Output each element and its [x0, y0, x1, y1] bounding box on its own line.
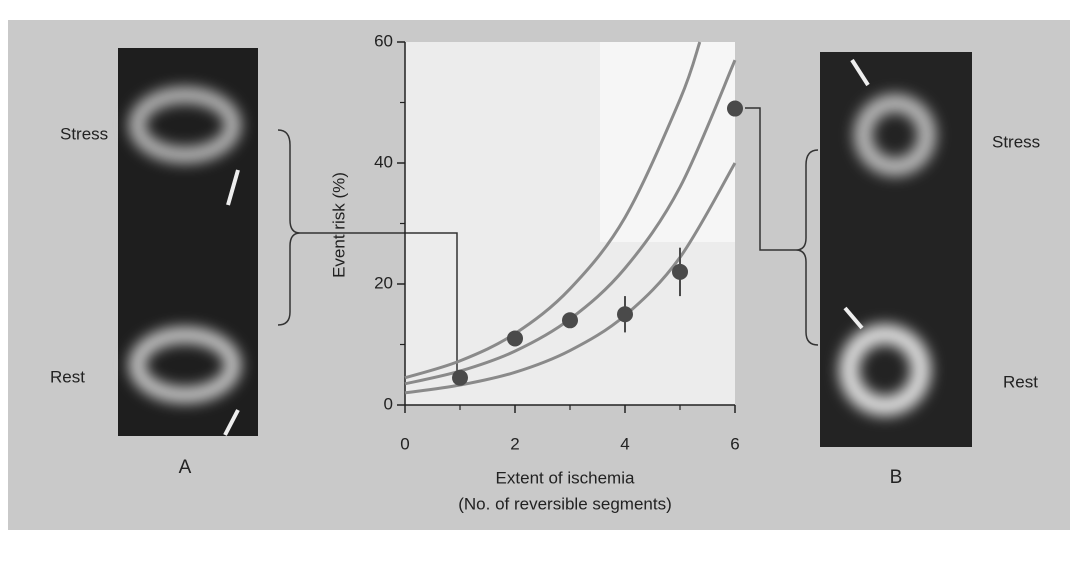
- panel-b-label: B: [890, 467, 903, 488]
- x-tick-label: 6: [730, 434, 739, 453]
- x-tick-label: 0: [400, 434, 409, 453]
- data-point: [562, 312, 578, 328]
- y-tick-label: 0: [384, 394, 393, 413]
- panel-b-top: Stress: [992, 132, 1040, 151]
- x-axis-title: (No. of reversible segments): [458, 494, 672, 513]
- data-point: [672, 264, 688, 280]
- x-axis-title: Extent of ischemia: [496, 468, 635, 487]
- y-tick-label: 40: [374, 152, 393, 171]
- data-point: [507, 330, 523, 346]
- data-point: [452, 370, 468, 386]
- figure: Stress Rest A Stress Rest B Extent of is…: [0, 0, 1076, 569]
- x-tick-label: 4: [620, 434, 629, 453]
- panel-a-label: A: [179, 457, 192, 478]
- panel-b-bottom: Rest: [1003, 372, 1038, 391]
- image-b: [820, 52, 972, 447]
- panel-a-bottom: Rest: [50, 367, 85, 386]
- image-a: [118, 48, 258, 436]
- y-tick-label: 60: [374, 31, 393, 50]
- panel-a-top: Stress: [60, 124, 108, 143]
- data-point: [727, 101, 743, 117]
- x-tick-label: 2: [510, 434, 519, 453]
- y-tick-label: 20: [374, 273, 393, 292]
- y-axis-title: Event risk (%): [329, 172, 348, 278]
- data-point: [617, 306, 633, 322]
